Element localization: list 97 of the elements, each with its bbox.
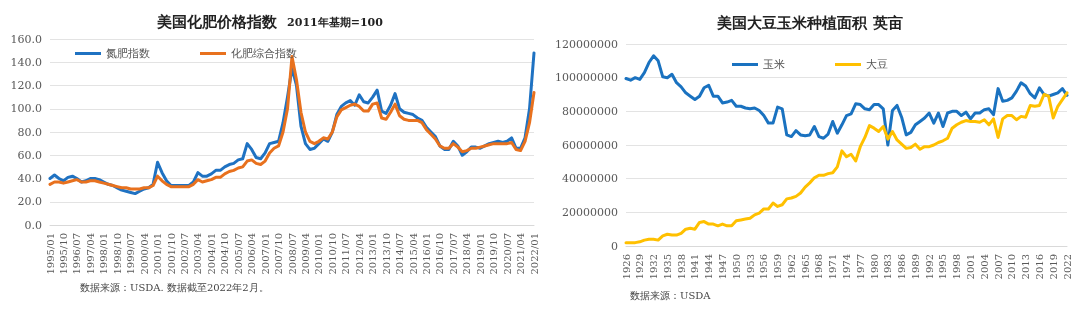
x-tick-label: 2001/01 (152, 233, 164, 275)
y-tick-label: 80000000 (562, 104, 618, 118)
x-tick-label: 2012/04 (353, 233, 365, 275)
x-tick-label: 2010 (1006, 254, 1018, 280)
legend-label: 化肥综合指数 (231, 47, 297, 60)
x-tick-label: 2018/04 (461, 233, 473, 275)
x-tick-label: 2006/04 (246, 233, 258, 275)
x-tick-label: 1926 (620, 254, 632, 280)
x-tick-label: 1997/04 (84, 233, 96, 275)
x-tick-label: 2009/04 (299, 233, 311, 275)
y-tick-label: 60.0 (17, 148, 42, 162)
x-tick-label: 2011/07 (340, 233, 352, 275)
x-tick-label: 2002/07 (178, 233, 190, 275)
x-tick-label: 2004/01 (205, 233, 217, 275)
x-tick-label: 2022 (1061, 254, 1073, 280)
y-tick-label: 160.0 (10, 32, 42, 46)
y-tick-label: 0 (611, 239, 618, 253)
x-tick-label: 1965 (799, 254, 811, 280)
x-tick-label: 1950 (730, 254, 742, 280)
x-tick-label: 2013 (1020, 254, 1032, 280)
x-tick-label: 2013/10 (380, 233, 392, 275)
x-tick-label: 1992 (923, 254, 935, 280)
legend-label: 玉米 (763, 58, 785, 71)
x-tick-label: 2007 (992, 254, 1004, 280)
x-tick-label: 1947 (716, 254, 728, 280)
x-tick-label: 1932 (648, 254, 660, 280)
x-tick-label: 1944 (703, 254, 715, 280)
x-tick-label: 2017/07 (447, 233, 459, 275)
x-tick-label: 2004 (978, 254, 990, 280)
x-tick-label: 1938 (675, 254, 687, 280)
x-tick-label: 2007/01 (259, 233, 271, 275)
x-tick-label: 1995/10 (57, 233, 69, 275)
chart-title: 美国大豆玉米种植面积 英亩 (716, 13, 903, 32)
x-tick-label: 1977 (854, 254, 866, 280)
x-tick-label: 2001/10 (165, 233, 177, 275)
x-tick-label: 1974 (841, 254, 852, 280)
y-tick-label: 140.0 (10, 55, 42, 69)
chart-subtitle: 2011年基期=100 (287, 15, 384, 29)
x-tick-label: 1959 (772, 254, 784, 280)
x-tick-label: 2001 (965, 254, 977, 280)
x-tick-label: 1998/01 (98, 233, 110, 275)
y-tick-label: 20000000 (562, 205, 618, 219)
x-tick-label: 1980 (868, 254, 880, 280)
x-tick-label: 1953 (744, 254, 756, 280)
x-tick-label: 2016 (1033, 254, 1045, 280)
line-series (624, 91, 1069, 245)
x-tick-label: 1956 (758, 254, 770, 280)
x-tick-label: 2016/10 (434, 233, 446, 275)
x-tick-label: 2019/10 (488, 233, 500, 275)
y-tick-label: 100.0 (10, 102, 42, 116)
legend-label: 大豆 (866, 58, 888, 71)
y-tick-label: 120000000 (555, 37, 618, 51)
y-tick-label: 60000000 (562, 138, 618, 152)
x-tick-label: 2008/07 (286, 233, 298, 275)
y-tick-label: 40.0 (17, 172, 42, 185)
source-note: 数据来源：USDA (630, 289, 712, 301)
x-tick-label: 2005/07 (232, 233, 244, 275)
source-note: 数据来源：USDA. 数据截至2022年2月。 (80, 281, 269, 293)
chart-title: 美国化肥价格指数 (156, 13, 279, 31)
x-tick-label: 1989 (909, 254, 921, 280)
x-tick-label: 2010/10 (326, 233, 338, 275)
x-tick-label: 2019/01 (474, 233, 486, 275)
x-tick-label: 1968 (813, 254, 825, 280)
x-tick-label: 2007/10 (273, 233, 285, 275)
x-tick-label: 1983 (882, 254, 894, 280)
x-tick-label: 2022/01 (528, 233, 540, 275)
x-tick-label: 2013/01 (367, 233, 379, 275)
x-tick-label: 2003/04 (192, 233, 204, 275)
x-tick-label: 1941 (689, 254, 701, 280)
y-tick-label: 40000000 (562, 172, 618, 186)
x-tick-label: 2019 (1047, 254, 1059, 280)
x-tick-label: 2004/10 (219, 233, 231, 275)
x-tick-label: 1998 (951, 254, 963, 280)
y-tick-label: 80.0 (17, 125, 42, 139)
line-series (624, 54, 1069, 147)
x-tick-label: 1995 (937, 254, 949, 280)
x-tick-label: 2010/01 (313, 233, 325, 275)
x-tick-label: 2000/04 (138, 233, 150, 275)
x-tick-label: 1971 (827, 254, 839, 280)
y-tick-label: 100000000 (555, 71, 618, 85)
x-tick-label: 1929 (634, 254, 646, 280)
x-tick-label: 1995/01 (44, 233, 56, 275)
x-tick-label: 2020/07 (501, 233, 513, 275)
x-tick-label: 1996/07 (71, 233, 83, 275)
x-tick-label: 1998/10 (111, 233, 123, 275)
y-tick-label: 120.0 (10, 79, 42, 92)
x-tick-label: 2021/04 (515, 233, 527, 275)
y-tick-label: 0.0 (24, 218, 42, 232)
y-tick-label: 20.0 (17, 195, 42, 209)
x-tick-label: 1986 (896, 254, 908, 280)
x-tick-label: 1962 (785, 254, 797, 280)
x-tick-label: 1999/07 (125, 233, 137, 275)
x-tick-label: 2016/01 (420, 233, 432, 275)
x-tick-label: 2015/04 (407, 233, 419, 275)
x-tick-label: 2014/07 (394, 233, 406, 275)
legend-label: 氮肥指数 (106, 47, 150, 60)
x-tick-label: 1935 (661, 254, 673, 280)
